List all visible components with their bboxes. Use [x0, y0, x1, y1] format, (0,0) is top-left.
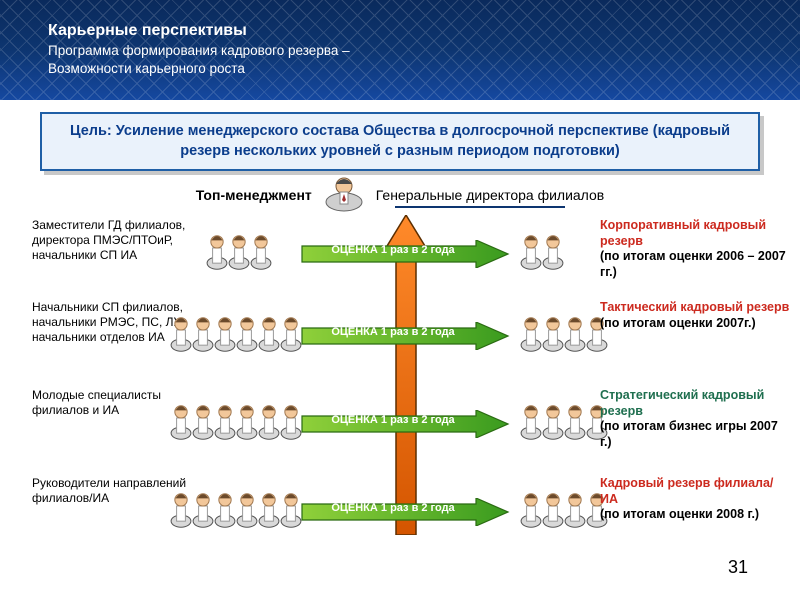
- evaluation-label: ОЦЕНКА 1 раз в 2 года: [308, 502, 478, 514]
- page-number: 31: [728, 557, 748, 578]
- person-icon: [520, 402, 542, 445]
- header-line1: Программа формирования кадрового резерва…: [48, 42, 350, 60]
- slide-header: Карьерные перспективы Программа формиров…: [0, 0, 800, 100]
- person-icon: [170, 490, 192, 533]
- person-icon: [542, 232, 564, 275]
- person-icon: [520, 314, 542, 357]
- person-icon: [542, 314, 564, 357]
- people-group-right: [520, 402, 608, 445]
- person-icon: [228, 232, 250, 275]
- row-right-block: Корпоративный кадровый резерв (по итогам…: [600, 218, 790, 281]
- person-icon: [520, 490, 542, 533]
- person-icon: [192, 402, 214, 445]
- person-icon: [542, 490, 564, 533]
- level-row-1: Начальники СП филиалов, начальники РМЭС,…: [0, 300, 800, 366]
- reserve-sub: (по итогам оценки 2006 – 2007 гг.): [600, 249, 790, 280]
- person-icon: [192, 314, 214, 357]
- top-mgmt-left-label: Топ-менеджмент: [196, 187, 312, 203]
- person-icon: [280, 314, 302, 357]
- person-icon: [280, 490, 302, 533]
- goal-box: Цель: Усиление менеджерского состава Общ…: [40, 112, 760, 171]
- reserve-sub: (по итогам бизнес игры 2007 г.): [600, 419, 790, 450]
- person-icon: [564, 314, 586, 357]
- evaluation-label: ОЦЕНКА 1 раз в 2 года: [308, 326, 478, 338]
- level-row-3: Руководители направлений филиалов/ИА: [0, 476, 800, 542]
- top-management-row: Топ-менеджмент Генеральные директора фил…: [0, 172, 800, 217]
- person-icon: [206, 232, 228, 275]
- person-icon: [236, 490, 258, 533]
- person-icon: [214, 490, 236, 533]
- person-icon: [236, 314, 258, 357]
- level-row-0: Заместители ГД филиалов, директора ПМЭС/…: [0, 218, 800, 284]
- evaluation-label: ОЦЕНКА 1 раз в 2 года: [308, 244, 478, 256]
- header-text-block: Карьерные перспективы Программа формиров…: [48, 22, 350, 77]
- people-group-left: [206, 232, 272, 275]
- reserve-sub: (по итогам оценки 2008 г.): [600, 507, 790, 523]
- header-line2: Возможности карьерного роста: [48, 60, 350, 78]
- executive-icon: [322, 172, 366, 217]
- people-group-left: [170, 490, 302, 533]
- person-icon: [280, 402, 302, 445]
- reserve-sub: (по итогам оценки 2007г.): [600, 316, 790, 332]
- person-icon: [520, 232, 542, 275]
- person-icon: [192, 490, 214, 533]
- row-left-label: Молодые специалисты филиалов и ИА: [32, 388, 190, 418]
- row-left-label: Руководители направлений филиалов/ИА: [32, 476, 190, 506]
- people-group-left: [170, 402, 302, 445]
- person-icon: [170, 314, 192, 357]
- row-right-block: Стратегический кадровый резерв (по итога…: [600, 388, 790, 451]
- people-group-right: [520, 314, 608, 357]
- person-icon: [250, 232, 272, 275]
- header-title: Карьерные перспективы: [48, 22, 350, 40]
- person-icon: [258, 402, 280, 445]
- top-mgmt-right-label: Генеральные директора филиалов: [376, 187, 604, 203]
- evaluation-label: ОЦЕНКА 1 раз в 2 года: [308, 414, 478, 426]
- row-right-block: Тактический кадровый резерв (по итогам о…: [600, 300, 790, 331]
- row-right-block: Кадровый резерв филиала/ИА (по итогам оц…: [600, 476, 790, 523]
- level-row-2: Молодые специалисты филиалов и ИА: [0, 388, 800, 454]
- person-icon: [214, 314, 236, 357]
- reserve-title: Тактический кадровый резерв: [600, 300, 790, 316]
- person-icon: [236, 402, 258, 445]
- person-icon: [214, 402, 236, 445]
- top-mgmt-underline: [395, 206, 565, 208]
- people-group-right: [520, 490, 608, 533]
- person-icon: [564, 402, 586, 445]
- person-icon: [170, 402, 192, 445]
- reserve-title: Стратегический кадровый резерв: [600, 388, 790, 419]
- reserve-title: Кадровый резерв филиала/ИА: [600, 476, 790, 507]
- people-group-right: [520, 232, 564, 275]
- row-left-label: Заместители ГД филиалов, директора ПМЭС/…: [32, 218, 190, 263]
- person-icon: [258, 490, 280, 533]
- row-left-label: Начальники СП филиалов, начальники РМЭС,…: [32, 300, 190, 345]
- person-icon: [542, 402, 564, 445]
- goal-text: Цель: Усиление менеджерского состава Общ…: [54, 122, 746, 161]
- person-icon: [258, 314, 280, 357]
- person-icon: [564, 490, 586, 533]
- people-group-left: [170, 314, 302, 357]
- reserve-title: Корпоративный кадровый резерв: [600, 218, 790, 249]
